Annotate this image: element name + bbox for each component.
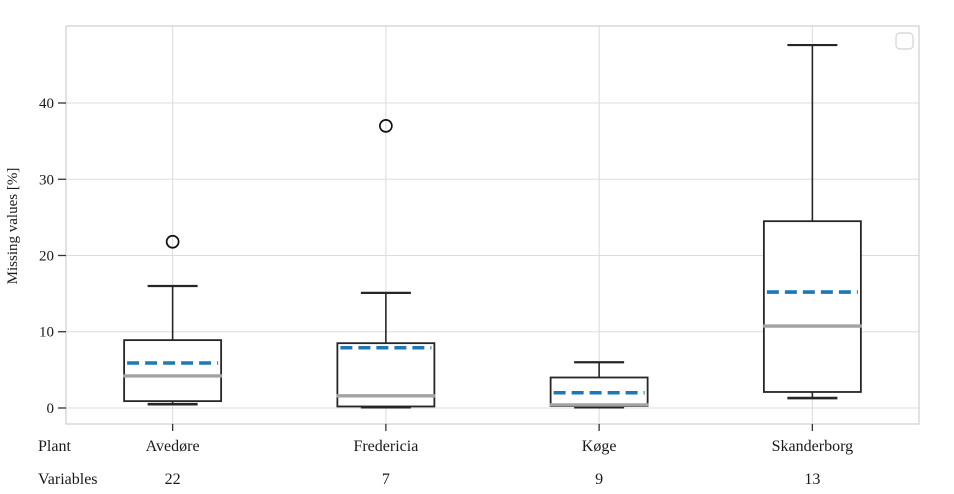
y-axis-label: Missing values [%] xyxy=(5,168,21,285)
variables-value: 13 xyxy=(804,471,820,488)
iqr-box xyxy=(762,220,862,393)
outlier-point xyxy=(165,234,180,249)
plant-label: Fredericia xyxy=(353,438,418,455)
variables-value: 9 xyxy=(595,471,603,488)
variables-value: 7 xyxy=(382,471,390,488)
row-label-variables: Variables xyxy=(38,471,98,488)
legend-box xyxy=(895,32,914,50)
plot-border xyxy=(65,25,920,425)
variables-value: 22 xyxy=(165,471,181,488)
plant-label: Avedøre xyxy=(146,438,200,455)
row-label-plant: Plant xyxy=(38,438,71,455)
plant-label: Køge xyxy=(582,438,617,455)
iqr-box xyxy=(123,339,223,403)
outlier-point xyxy=(379,119,393,133)
y-tick-label: 20 xyxy=(39,248,54,264)
y-tick-label: 40 xyxy=(39,96,54,112)
y-tick-label: 30 xyxy=(39,172,54,188)
y-tick-label: 10 xyxy=(39,325,54,341)
plant-label: Skanderborg xyxy=(772,438,853,455)
y-tick-label: 0 xyxy=(47,401,55,417)
